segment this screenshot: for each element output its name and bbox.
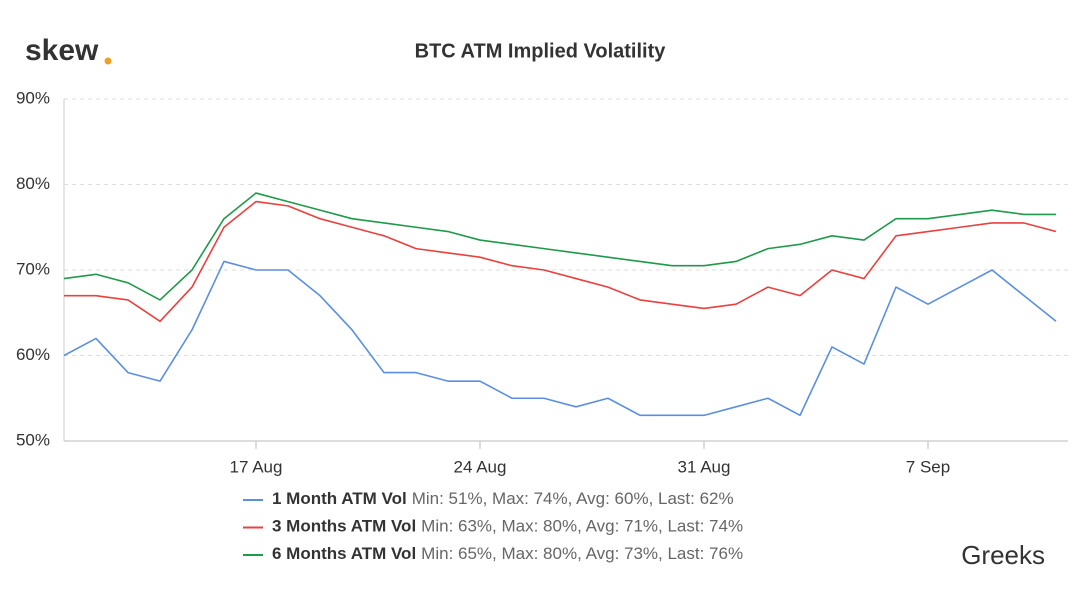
legend-entry: 3 Months ATM Vol Min: 63%, Max: 80%, Avg:…: [272, 517, 743, 536]
y-tick-label: 80%: [16, 174, 50, 193]
legend-stats: Min: 51%, Max: 74%, Avg: 60%, Last: 62%: [412, 489, 734, 508]
logo: skew: [25, 34, 99, 67]
series-line: [64, 200, 1057, 323]
x-tick-label: 31 Aug: [678, 457, 731, 476]
y-tick-label: 90%: [16, 88, 50, 107]
legend-stats: Min: 63%, Max: 80%, Avg: 71%, Last: 74%: [421, 517, 743, 536]
y-tick-label: 70%: [16, 259, 50, 278]
watermark: Greeks: [961, 540, 1045, 570]
x-tick-label: 7 Sep: [906, 457, 950, 476]
chart-title: BTC ATM Implied Volatility: [415, 40, 667, 62]
legend-name: 3 Months ATM Vol: [272, 517, 416, 536]
legend-stats: Min: 65%, Max: 80%, Avg: 73%, Last: 76%: [421, 544, 743, 563]
x-tick-label: 24 Aug: [454, 457, 507, 476]
legend-entry: 6 Months ATM Vol Min: 65%, Max: 80%, Avg:…: [272, 544, 743, 563]
y-tick-label: 50%: [16, 430, 50, 449]
legend-entry: 1 Month ATM Vol Min: 51%, Max: 74%, Avg: …: [272, 489, 734, 508]
y-tick-label: 60%: [16, 345, 50, 364]
legend-name: 1 Month ATM Vol: [272, 489, 407, 508]
series-line: [63, 260, 1057, 417]
x-tick-label: 17 Aug: [230, 457, 283, 476]
series-line: [63, 192, 1056, 301]
legend-name: 6 Months ATM Vol: [272, 544, 416, 563]
logo-dot: [104, 57, 112, 65]
